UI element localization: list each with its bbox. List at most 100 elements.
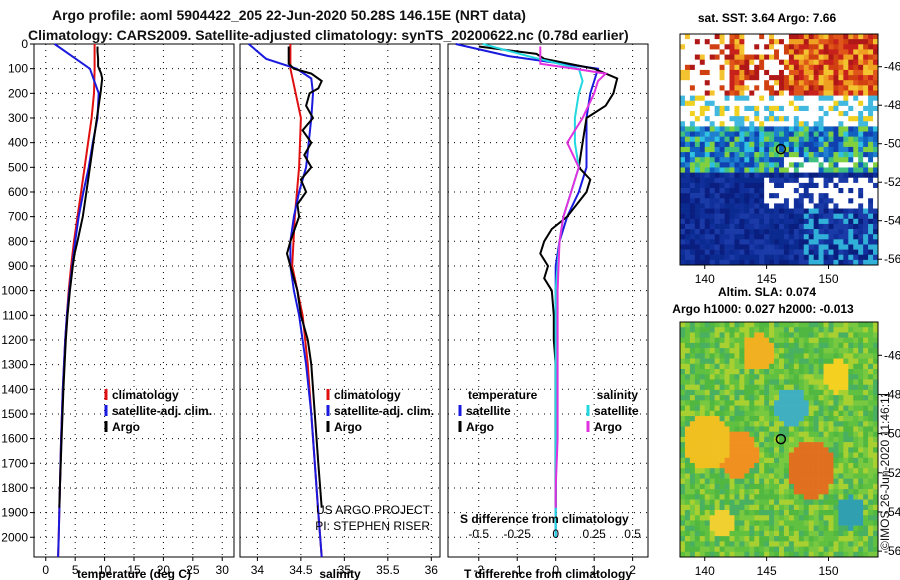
map-cell xyxy=(858,426,864,432)
map-cell xyxy=(793,111,800,117)
map-cell xyxy=(699,244,706,250)
map-cell xyxy=(709,234,715,240)
map-cell xyxy=(759,499,765,506)
map-cell xyxy=(739,332,745,338)
map-cell xyxy=(779,244,785,250)
map-cell xyxy=(863,489,869,495)
map-cell xyxy=(699,203,706,209)
map-cell xyxy=(764,400,770,406)
map-cell xyxy=(853,39,859,45)
map-cell xyxy=(699,44,706,50)
map-cell xyxy=(759,515,765,521)
map-cell xyxy=(704,447,710,453)
map-cell xyxy=(823,105,829,112)
map-cell xyxy=(813,384,819,391)
map-cell xyxy=(833,468,839,474)
map-cell xyxy=(704,416,710,422)
map-cell xyxy=(823,39,829,45)
map-cell xyxy=(694,218,701,225)
map-cell xyxy=(749,337,755,344)
map-cell xyxy=(843,136,849,143)
map-cell xyxy=(680,218,686,225)
map-cell xyxy=(779,95,785,102)
map-cell xyxy=(823,520,829,526)
map-cell xyxy=(848,332,854,338)
map-cell xyxy=(793,515,800,521)
map-cell xyxy=(749,54,755,60)
map-cell xyxy=(863,541,869,547)
map-cell xyxy=(793,421,800,427)
map-cell xyxy=(863,342,869,349)
map-cell xyxy=(714,141,720,148)
map-cell xyxy=(689,44,696,50)
map-cell xyxy=(749,223,755,230)
map-cell xyxy=(788,239,795,245)
map-cell xyxy=(704,421,710,427)
map-cell xyxy=(744,121,750,127)
map-cell xyxy=(828,395,834,401)
map-cell xyxy=(724,463,730,469)
map-cell xyxy=(724,369,730,375)
map-cell xyxy=(813,249,819,256)
map-cell xyxy=(694,515,701,521)
map-cell xyxy=(818,410,824,417)
map-cell xyxy=(813,468,819,474)
map-cell xyxy=(788,249,795,256)
map-cell xyxy=(714,75,720,81)
map-cell xyxy=(848,468,854,474)
map-cell xyxy=(833,395,839,401)
map-cell xyxy=(853,44,859,50)
map-cell xyxy=(694,363,701,370)
y-tick-label: 400 xyxy=(8,136,28,150)
map-cell xyxy=(863,254,869,261)
map-cell xyxy=(694,384,701,391)
map-cell xyxy=(813,172,819,179)
map-cell xyxy=(838,152,844,158)
map-cell xyxy=(818,525,824,532)
map-cell xyxy=(714,530,720,537)
map-cell xyxy=(769,162,775,168)
map-cell xyxy=(823,54,829,60)
map-cell xyxy=(793,203,800,209)
map-y-tick-label: -56 xyxy=(884,544,900,558)
map-cell xyxy=(843,167,849,173)
map-cell xyxy=(729,234,735,240)
map-cell xyxy=(858,59,864,66)
map-cell xyxy=(868,400,874,406)
map-cell xyxy=(724,85,730,91)
map-cell xyxy=(853,75,859,81)
map-cell xyxy=(719,157,725,163)
map-cell xyxy=(764,327,770,333)
map-cell xyxy=(729,353,735,359)
map-cell xyxy=(813,374,819,380)
map-cell xyxy=(734,259,740,266)
map-cell xyxy=(680,198,686,204)
map-cell xyxy=(729,442,735,448)
map-cell xyxy=(853,426,859,432)
map-cell xyxy=(719,530,725,537)
map-cell xyxy=(833,384,839,391)
map-cell xyxy=(823,353,829,359)
map-y-tick-label: -54 xyxy=(884,505,900,519)
map-cell xyxy=(684,504,691,511)
map-cell xyxy=(729,322,735,328)
map-cell xyxy=(744,136,750,143)
map-cell xyxy=(684,442,691,448)
map-cell xyxy=(724,64,730,71)
map-cell xyxy=(749,457,755,464)
map-cell xyxy=(729,431,735,438)
map-cell xyxy=(694,327,701,333)
map-cell xyxy=(823,141,829,148)
map-cell xyxy=(734,478,740,485)
map-cell xyxy=(729,499,735,506)
map-cell xyxy=(724,452,730,459)
map-cell xyxy=(729,426,735,432)
map-cell xyxy=(823,530,829,537)
map-cell xyxy=(813,530,819,537)
map-cell xyxy=(793,162,800,168)
map-cell xyxy=(783,85,790,91)
map-cell xyxy=(848,369,854,375)
map-cell xyxy=(744,510,750,516)
map-cell xyxy=(779,249,785,256)
